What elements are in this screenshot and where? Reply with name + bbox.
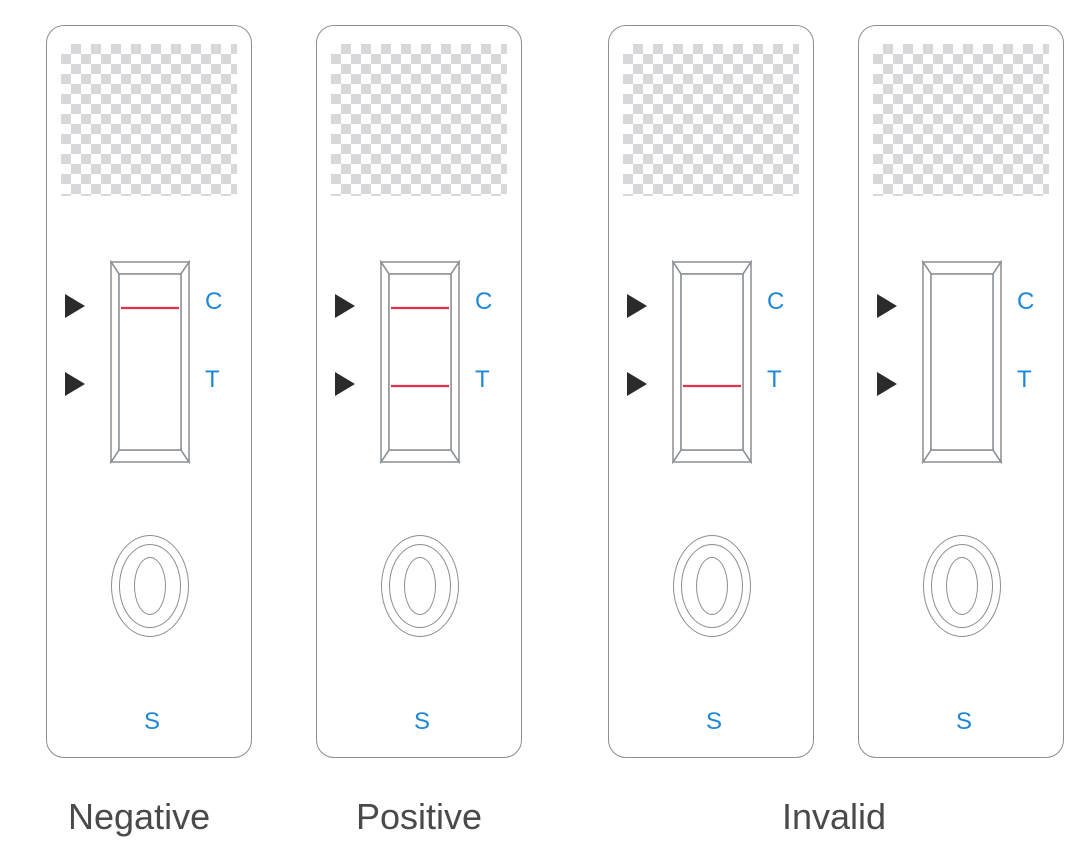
c-label: C: [475, 288, 492, 316]
cassette-negative: C T S: [46, 25, 252, 758]
cassette-invalid-2: C T S: [858, 25, 1064, 758]
t-label: T: [1017, 366, 1032, 394]
s-label: S: [706, 708, 722, 736]
s-label: S: [414, 708, 430, 736]
cassette-invalid-1: C T S: [608, 25, 814, 758]
t-label: T: [475, 366, 490, 394]
arrow-t-icon: [877, 372, 897, 396]
arrow-c-icon: [65, 294, 85, 318]
qr-code-area: [331, 44, 507, 196]
caption-invalid: Invalid: [782, 796, 886, 838]
arrow-t-icon: [335, 372, 355, 396]
t-label: T: [767, 366, 782, 394]
sample-well-inner: [946, 557, 978, 615]
s-label: S: [956, 708, 972, 736]
caption-positive: Positive: [356, 796, 482, 838]
result-window: [917, 256, 1007, 468]
cassette-positive: C T S: [316, 25, 522, 758]
arrow-t-icon: [627, 372, 647, 396]
arrow-c-icon: [627, 294, 647, 318]
arrow-t-icon: [65, 372, 85, 396]
arrow-c-icon: [877, 294, 897, 318]
c-label: C: [767, 288, 784, 316]
result-window: [667, 256, 757, 468]
qr-code-area: [61, 44, 237, 196]
result-window: [375, 256, 465, 468]
diagram-container: C T S C T S: [0, 0, 1080, 857]
qr-code-area: [873, 44, 1049, 196]
s-label: S: [144, 708, 160, 736]
arrow-c-icon: [335, 294, 355, 318]
caption-negative: Negative: [68, 796, 210, 838]
sample-well-inner: [696, 557, 728, 615]
c-label: C: [1017, 288, 1034, 316]
c-label: C: [205, 288, 222, 316]
sample-well-inner: [134, 557, 166, 615]
t-label: T: [205, 366, 220, 394]
qr-code-area: [623, 44, 799, 196]
result-window: [105, 256, 195, 468]
sample-well-inner: [404, 557, 436, 615]
